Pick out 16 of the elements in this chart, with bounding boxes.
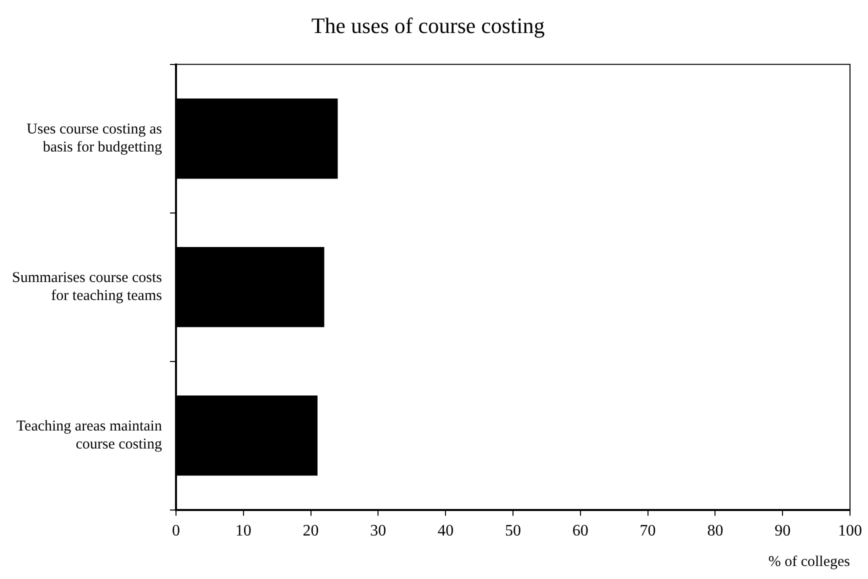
chart-title: The uses of course costing [311,12,545,38]
x-tick-label: 60 [572,522,588,540]
y-tick-label: Summarises course costs for teaching teams [12,270,162,304]
x-tick-label: 80 [707,522,724,540]
x-tick-label: 40 [438,522,454,540]
x-tick-label: 50 [504,522,521,540]
x-tick-label: 100 [838,522,862,540]
x-tick-label: 70 [640,522,656,540]
x-tick-label: 30 [370,522,386,540]
x-tick-label: 90 [774,522,791,540]
y-tick-label: Uses course costing as basis for budgetting [26,122,162,156]
x-tick-label: 0 [172,522,180,540]
x-tick-label: 10 [235,522,252,540]
x-tick-label: 20 [302,522,319,540]
x-axis-title: % of colleges [768,554,850,570]
y-tick-label: Teaching areas maintain course costing [16,418,162,453]
